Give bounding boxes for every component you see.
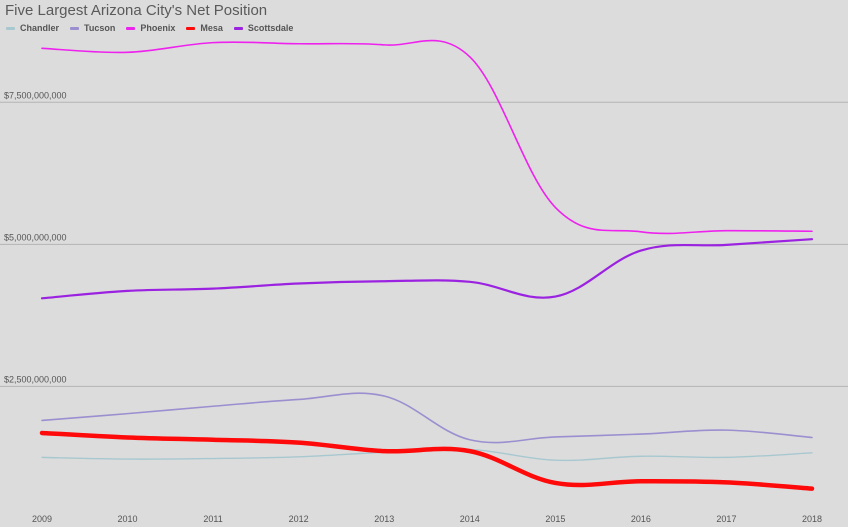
series-line-phoenix[interactable]	[41, 39, 813, 235]
legend: Chandler Tucson Phoenix Mesa Scottsdale	[6, 23, 293, 33]
y-tick-label: $7,500,000,000	[4, 90, 67, 100]
legend-item-tucson[interactable]: Tucson	[70, 23, 115, 33]
legend-label-mesa: Mesa	[200, 23, 223, 33]
x-tick-label: 2014	[460, 514, 480, 524]
legend-label-scottsdale: Scottsdale	[247, 23, 294, 33]
legend-label-chandler: Chandler	[20, 23, 60, 33]
legend-swatch-tucson	[70, 26, 80, 30]
legend-item-mesa[interactable]: Mesa	[186, 23, 223, 33]
legend-swatch-phoenix	[126, 26, 136, 30]
legend-item-phoenix[interactable]: Phoenix	[126, 23, 175, 33]
chart-title: Five Largest Arizona City's Net Position	[5, 2, 268, 19]
legend-swatch-chandler	[6, 26, 15, 30]
series-line-mesa[interactable]	[39, 430, 815, 491]
legend-item-chandler[interactable]: Chandler	[6, 23, 59, 33]
y-tick-label: $5,000,000,000	[4, 232, 67, 242]
legend-swatch-mesa	[186, 26, 196, 30]
series-line-tucson[interactable]	[41, 392, 813, 444]
x-tick-label: 2018	[802, 514, 822, 524]
legend-item-scottsdale[interactable]: Scottsdale	[233, 23, 294, 33]
y-tick-label: $2,500,000,000	[4, 374, 67, 384]
legend-label-phoenix: Phoenix	[140, 23, 176, 33]
x-tick-label: 2015	[545, 514, 565, 524]
legend-swatch-scottsdale	[233, 26, 243, 30]
x-tick-label: 2009	[32, 514, 52, 524]
x-tick-label: 2010	[118, 514, 138, 524]
x-tick-label: 2012	[289, 514, 309, 524]
series-line-scottsdale[interactable]	[40, 238, 814, 300]
axis-labels: $2,500,000,000 $5,000,000,000 $7,500,000,0…	[4, 90, 822, 524]
legend-label-tucson: Tucson	[84, 23, 116, 33]
x-tick-label: 2013	[374, 514, 394, 524]
x-tick-label: 2011	[203, 514, 222, 524]
x-tick-label: 2017	[716, 514, 736, 524]
series-lines	[39, 39, 815, 491]
x-tick-label: 2016	[631, 514, 651, 524]
